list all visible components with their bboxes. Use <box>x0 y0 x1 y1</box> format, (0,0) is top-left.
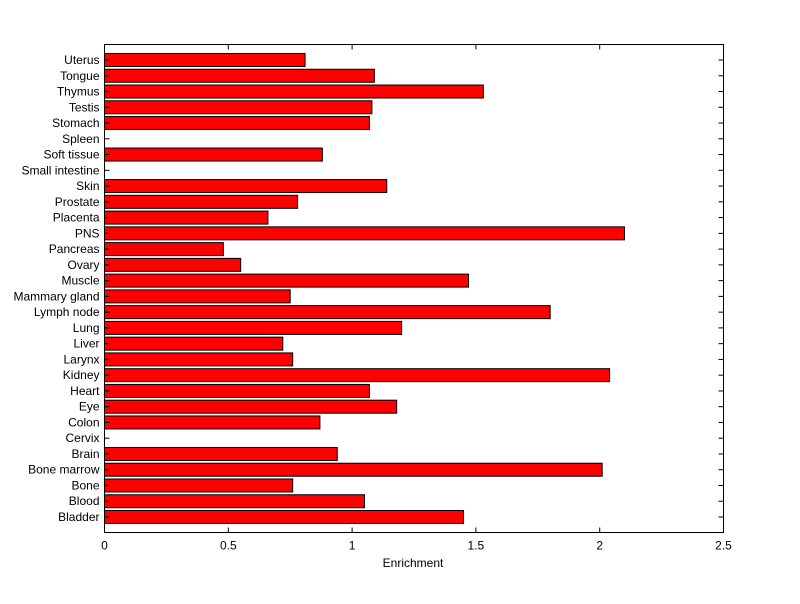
y-tick-label: Larynx <box>63 352 99 366</box>
bar <box>104 478 294 493</box>
y-tick-label: Small intestine <box>21 163 99 177</box>
y-tick-label: Pancreas <box>49 242 100 256</box>
bar <box>104 320 403 335</box>
y-tick-label: Placenta <box>53 211 100 225</box>
y-tick-label: Muscle <box>61 274 99 288</box>
bar <box>104 336 284 351</box>
y-tick-label: PNS <box>75 226 100 240</box>
plot-frame <box>104 44 724 533</box>
y-tick-label: Bone <box>71 478 99 492</box>
y-tick-label: Stomach <box>52 116 99 130</box>
bar <box>104 352 294 367</box>
bar <box>104 53 306 67</box>
x-tick-label: 2.5 <box>715 539 732 553</box>
bar <box>104 446 338 461</box>
bar <box>104 289 291 304</box>
bar <box>104 415 321 430</box>
bar <box>104 210 269 225</box>
bar <box>104 494 365 509</box>
bar <box>104 147 323 162</box>
bar <box>104 194 299 209</box>
y-tick-label: Kidney <box>63 368 100 382</box>
y-tick-label: Uterus <box>64 53 99 67</box>
bar <box>104 100 373 115</box>
y-tick-label: Eye <box>79 400 100 414</box>
x-tick-label: 2 <box>596 539 603 553</box>
y-tick-label: Brain <box>71 447 99 461</box>
x-tick-label: 1 <box>349 539 356 553</box>
y-tick-label: Tongue <box>60 69 100 83</box>
y-tick-label: Mammary gland <box>13 289 99 303</box>
y-tick-label: Bone marrow <box>28 463 100 477</box>
y-tick-label: Prostate <box>55 195 100 209</box>
bar <box>104 226 625 241</box>
bar <box>104 273 469 288</box>
y-tick-label: Blood <box>69 494 100 508</box>
bar <box>104 462 603 477</box>
x-tick-label: 0.5 <box>220 539 237 553</box>
y-tick-label: Bladder <box>58 510 99 524</box>
x-tick-label: 0 <box>101 539 108 553</box>
bar <box>104 399 398 414</box>
y-tick-label: Soft tissue <box>43 148 99 162</box>
y-tick-label: Lung <box>73 321 100 335</box>
y-tick-label: Skin <box>76 179 99 193</box>
bar <box>104 510 465 524</box>
bar <box>104 383 370 398</box>
x-tick-label: 1.5 <box>468 539 485 553</box>
bar <box>104 84 484 99</box>
y-tick-label: Testis <box>69 100 100 114</box>
y-tick-label: Colon <box>68 415 99 429</box>
bar <box>104 257 242 272</box>
bar <box>104 368 611 383</box>
bar <box>104 68 375 83</box>
y-tick-label: Liver <box>73 337 99 351</box>
y-tick-label: Spleen <box>62 132 99 146</box>
y-tick-label: Cervix <box>65 431 99 445</box>
bar <box>104 179 388 194</box>
y-tick-label: Ovary <box>67 258 99 272</box>
y-tick-label: Lymph node <box>34 305 100 319</box>
bar <box>104 242 224 257</box>
bar <box>104 116 370 131</box>
x-axis-label: Enrichment <box>383 556 444 570</box>
y-tick-label: Thymus <box>57 85 100 99</box>
bar <box>104 305 551 320</box>
y-tick-label: Heart <box>70 384 100 398</box>
